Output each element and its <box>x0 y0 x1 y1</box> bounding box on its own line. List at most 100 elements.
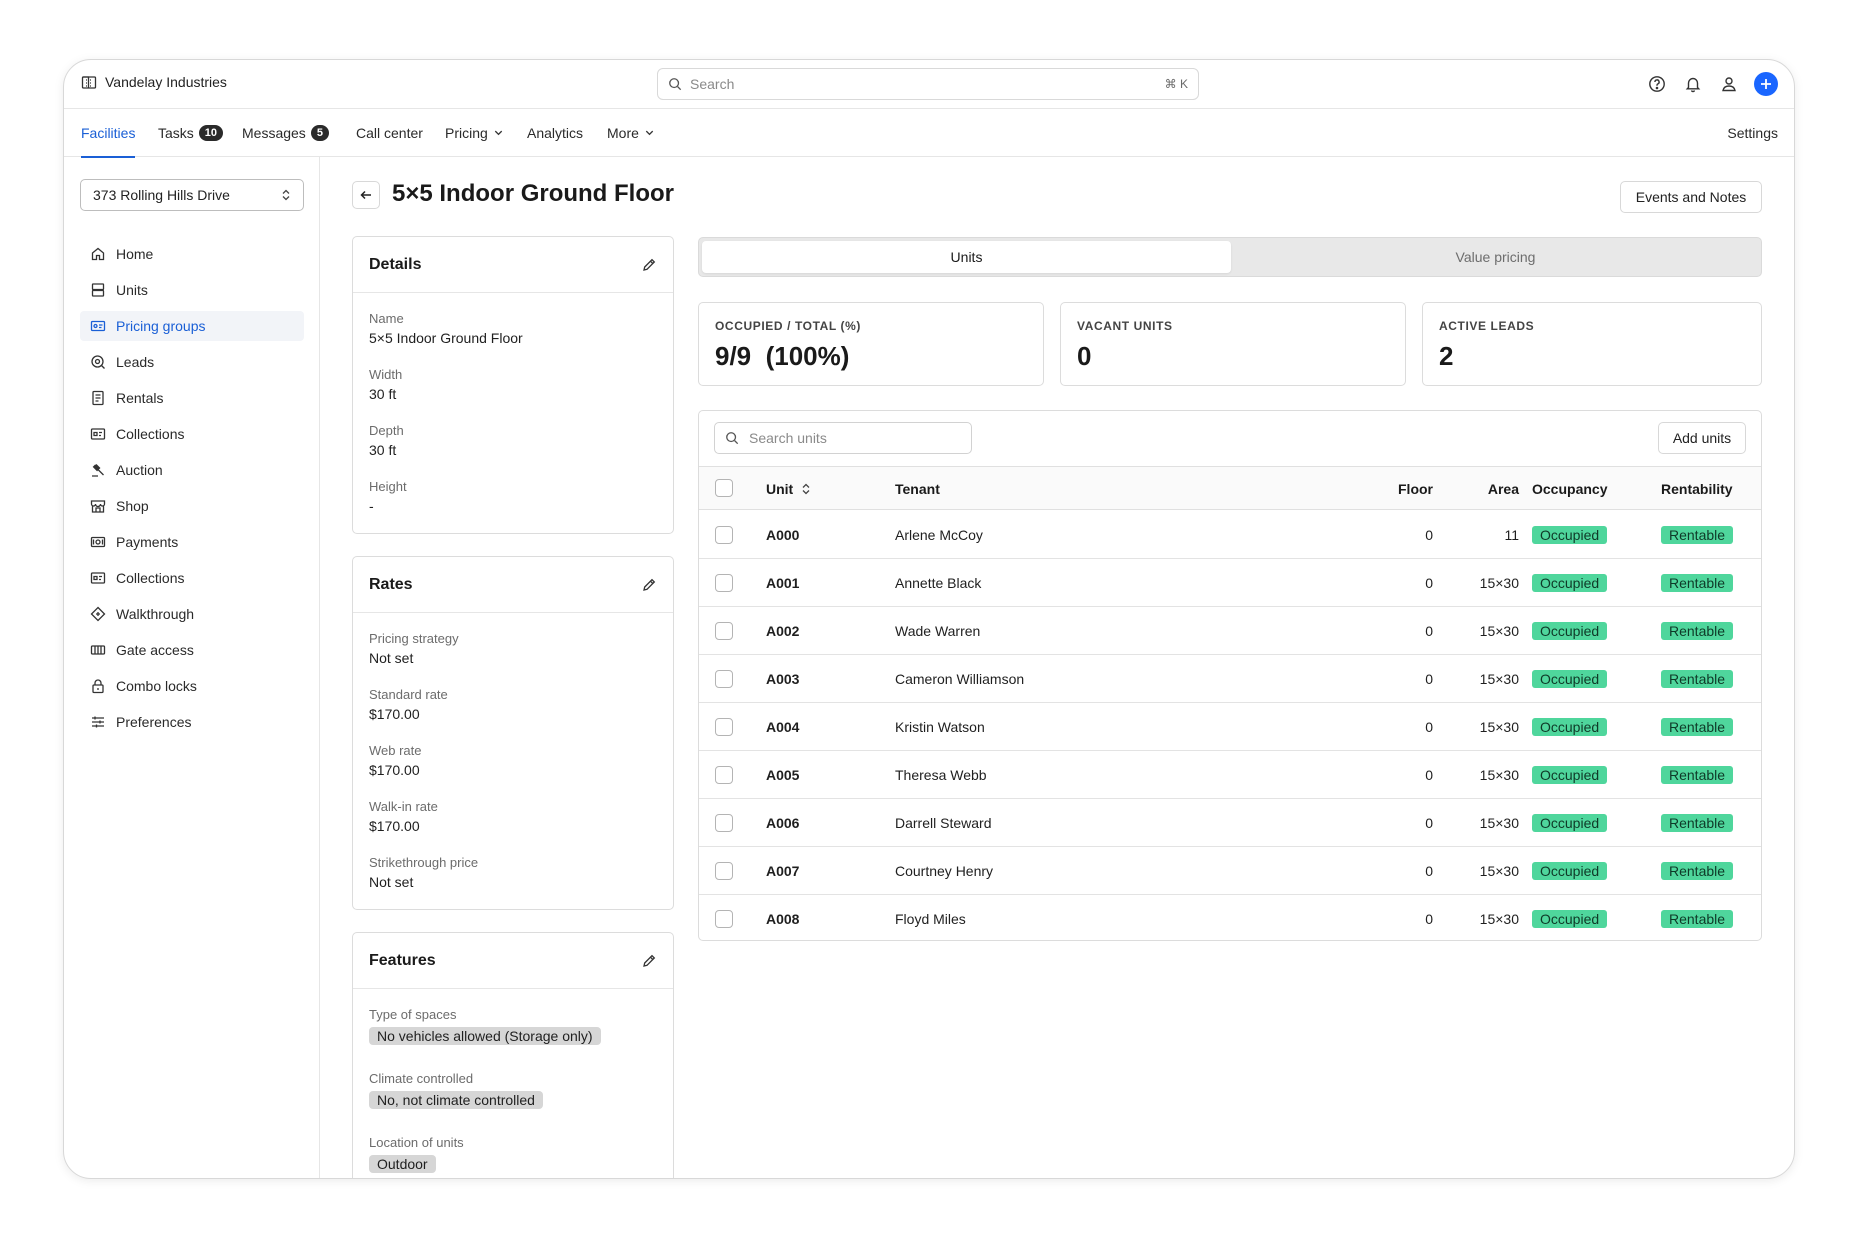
plus-icon <box>1761 79 1771 89</box>
help-button[interactable] <box>1646 73 1668 95</box>
row-checkbox[interactable] <box>715 766 733 784</box>
unit-cell[interactable]: A001 <box>766 575 800 591</box>
select-all-checkbox[interactable] <box>715 479 733 497</box>
row-checkbox[interactable] <box>715 526 733 544</box>
table-row[interactable]: A008 Floyd Miles 0 15×30 Occupied Rentable <box>699 895 1761 940</box>
table-row[interactable]: A002 Wade Warren 0 15×30 Occupied Rentable <box>699 607 1761 655</box>
sidebar-item-payments[interactable]: Payments <box>80 527 304 557</box>
column-unit[interactable]: Unit <box>766 467 811 511</box>
row-checkbox[interactable] <box>715 670 733 688</box>
unit-cell[interactable]: A000 <box>766 527 800 543</box>
table-row[interactable]: A000 Arlene McCoy 0 11 Occupied Rentable <box>699 511 1761 559</box>
edit-details-pencil-icon[interactable] <box>641 257 657 273</box>
feature-tag: Outdoor <box>369 1155 436 1173</box>
user-icon <box>1722 77 1736 92</box>
sidebar-item-pricing-groups[interactable]: Pricing groups <box>80 311 304 341</box>
sidebar-item-preferences[interactable]: Preferences <box>80 707 304 737</box>
events-and-notes-button[interactable]: Events and Notes <box>1620 181 1762 213</box>
tab-value-pricing[interactable]: Value pricing <box>1455 249 1536 265</box>
settings-link[interactable]: Settings <box>1727 125 1778 141</box>
tenant-cell: Cameron Williamson <box>895 671 1025 687</box>
back-button[interactable] <box>352 181 380 209</box>
search-input[interactable] <box>690 76 1165 92</box>
store-icon <box>90 500 106 513</box>
sidebar-item-collections-2[interactable]: Collections <box>80 563 304 593</box>
sliders-icon <box>92 716 104 728</box>
sidebar-item-gate-access[interactable]: Gate access <box>80 635 304 665</box>
feature-field-type-of-spaces: Type of spaces No vehicles allowed (Stor… <box>369 1007 601 1046</box>
row-checkbox[interactable] <box>715 862 733 880</box>
row-checkbox[interactable] <box>715 910 733 928</box>
tenant-cell: Floyd Miles <box>895 911 966 927</box>
floor-cell: 0 <box>1425 911 1433 927</box>
sidebar-item-home[interactable]: Home <box>80 239 304 269</box>
units-search-input[interactable] <box>749 430 961 446</box>
field-label: Width <box>369 367 403 382</box>
tab-tasks[interactable]: Tasks 10 <box>158 109 224 157</box>
sidebar-item-shop[interactable]: Shop <box>80 491 304 521</box>
column-area: Area <box>1487 481 1519 497</box>
tab-pricing[interactable]: Pricing <box>445 109 504 157</box>
sidebar-item-units[interactable]: Units <box>80 275 304 305</box>
floor-cell: 0 <box>1425 575 1433 591</box>
unit-cell[interactable]: A006 <box>766 815 800 831</box>
sidebar-item-collections[interactable]: Collections <box>80 419 304 449</box>
tab-call-center[interactable]: Call center <box>356 109 423 157</box>
table-row[interactable]: A003 Cameron Williamson 0 15×30 Occupied Rent… <box>699 655 1761 703</box>
document-icon <box>92 390 104 406</box>
account-button[interactable] <box>1718 73 1740 95</box>
sidebar-item-auction[interactable]: Auction <box>80 455 304 485</box>
tab-analytics[interactable]: Analytics <box>527 109 583 157</box>
edit-features-pencil-icon[interactable] <box>641 953 657 969</box>
company-switcher[interactable]: Vandelay Industries <box>81 74 227 90</box>
tab-units[interactable]: Units <box>702 241 1231 273</box>
stat-occupied: OCCUPIED / TOTAL (%) 9/9 (100%) <box>698 302 1044 386</box>
unit-cell[interactable]: A003 <box>766 671 800 687</box>
edit-rates-pencil-icon[interactable] <box>641 577 657 593</box>
tenant-cell: Kristin Watson <box>895 719 985 735</box>
tab-more[interactable]: More <box>607 109 655 157</box>
sidebar-item-combo-locks[interactable]: Combo locks <box>80 671 304 701</box>
add-units-button[interactable]: Add units <box>1658 422 1746 454</box>
column-floor: Floor <box>1398 481 1433 497</box>
messages-count-badge: 5 <box>310 125 329 141</box>
detail-field-depth: Depth 30 ft <box>369 423 404 458</box>
floor-cell: 0 <box>1425 527 1433 543</box>
stat-label: ACTIVE LEADS <box>1439 319 1535 333</box>
field-label: Type of spaces <box>369 1007 457 1022</box>
sidebar-item-leads[interactable]: Leads <box>80 347 304 377</box>
table-row[interactable]: A006 Darrell Steward 0 15×30 Occupied Rentabl… <box>699 799 1761 847</box>
units-search[interactable] <box>714 422 972 454</box>
sidebar: 373 Rolling Hills Drive Home Units Prici… <box>64 157 320 1178</box>
create-button[interactable] <box>1754 72 1778 96</box>
sidebar-item-rentals[interactable]: Rentals <box>80 383 304 413</box>
row-checkbox[interactable] <box>715 718 733 736</box>
area-cell: 15×30 <box>1479 623 1519 639</box>
tab-messages[interactable]: Messages 5 <box>242 109 329 157</box>
tab-facilities[interactable]: Facilities <box>81 109 136 158</box>
row-checkbox[interactable] <box>715 574 733 592</box>
unit-cell[interactable]: A005 <box>766 767 800 783</box>
table-row[interactable]: A007 Courtney Henry 0 15×30 Occupied Rentable <box>699 847 1761 895</box>
table-row[interactable]: A004 Kristin Watson 0 15×30 Occupied Rentable <box>699 703 1761 751</box>
global-search[interactable]: ⌘ K <box>657 68 1199 100</box>
unit-cell[interactable]: A004 <box>766 719 800 735</box>
notifications-button[interactable] <box>1682 73 1704 95</box>
occupancy-badge: Occupied <box>1532 766 1608 784</box>
facility-select[interactable]: 373 Rolling Hills Drive <box>80 179 304 211</box>
tasks-count-badge: 10 <box>198 125 224 141</box>
field-value: $170.00 <box>369 818 420 834</box>
column-label: Unit <box>766 481 794 497</box>
unit-cell[interactable]: A008 <box>766 911 800 927</box>
field-label: Strikethrough price <box>369 855 479 870</box>
table-row[interactable]: A005 Theresa Webb 0 15×30 Occupied Rentable <box>699 751 1761 799</box>
row-checkbox[interactable] <box>715 814 733 832</box>
table-row[interactable]: A001 Annette Black 0 15×30 Occupied Rentable <box>699 559 1761 607</box>
unit-cell[interactable]: A002 <box>766 623 800 639</box>
row-checkbox[interactable] <box>715 622 733 640</box>
sidebar-item-walkthrough[interactable]: Walkthrough <box>80 599 304 629</box>
unit-cell[interactable]: A007 <box>766 863 800 879</box>
rate-field-pricing-strategy: Pricing strategy Not set <box>369 631 459 666</box>
stat-label: OCCUPIED / TOTAL (%) <box>715 319 862 333</box>
field-label: Name <box>369 311 404 326</box>
